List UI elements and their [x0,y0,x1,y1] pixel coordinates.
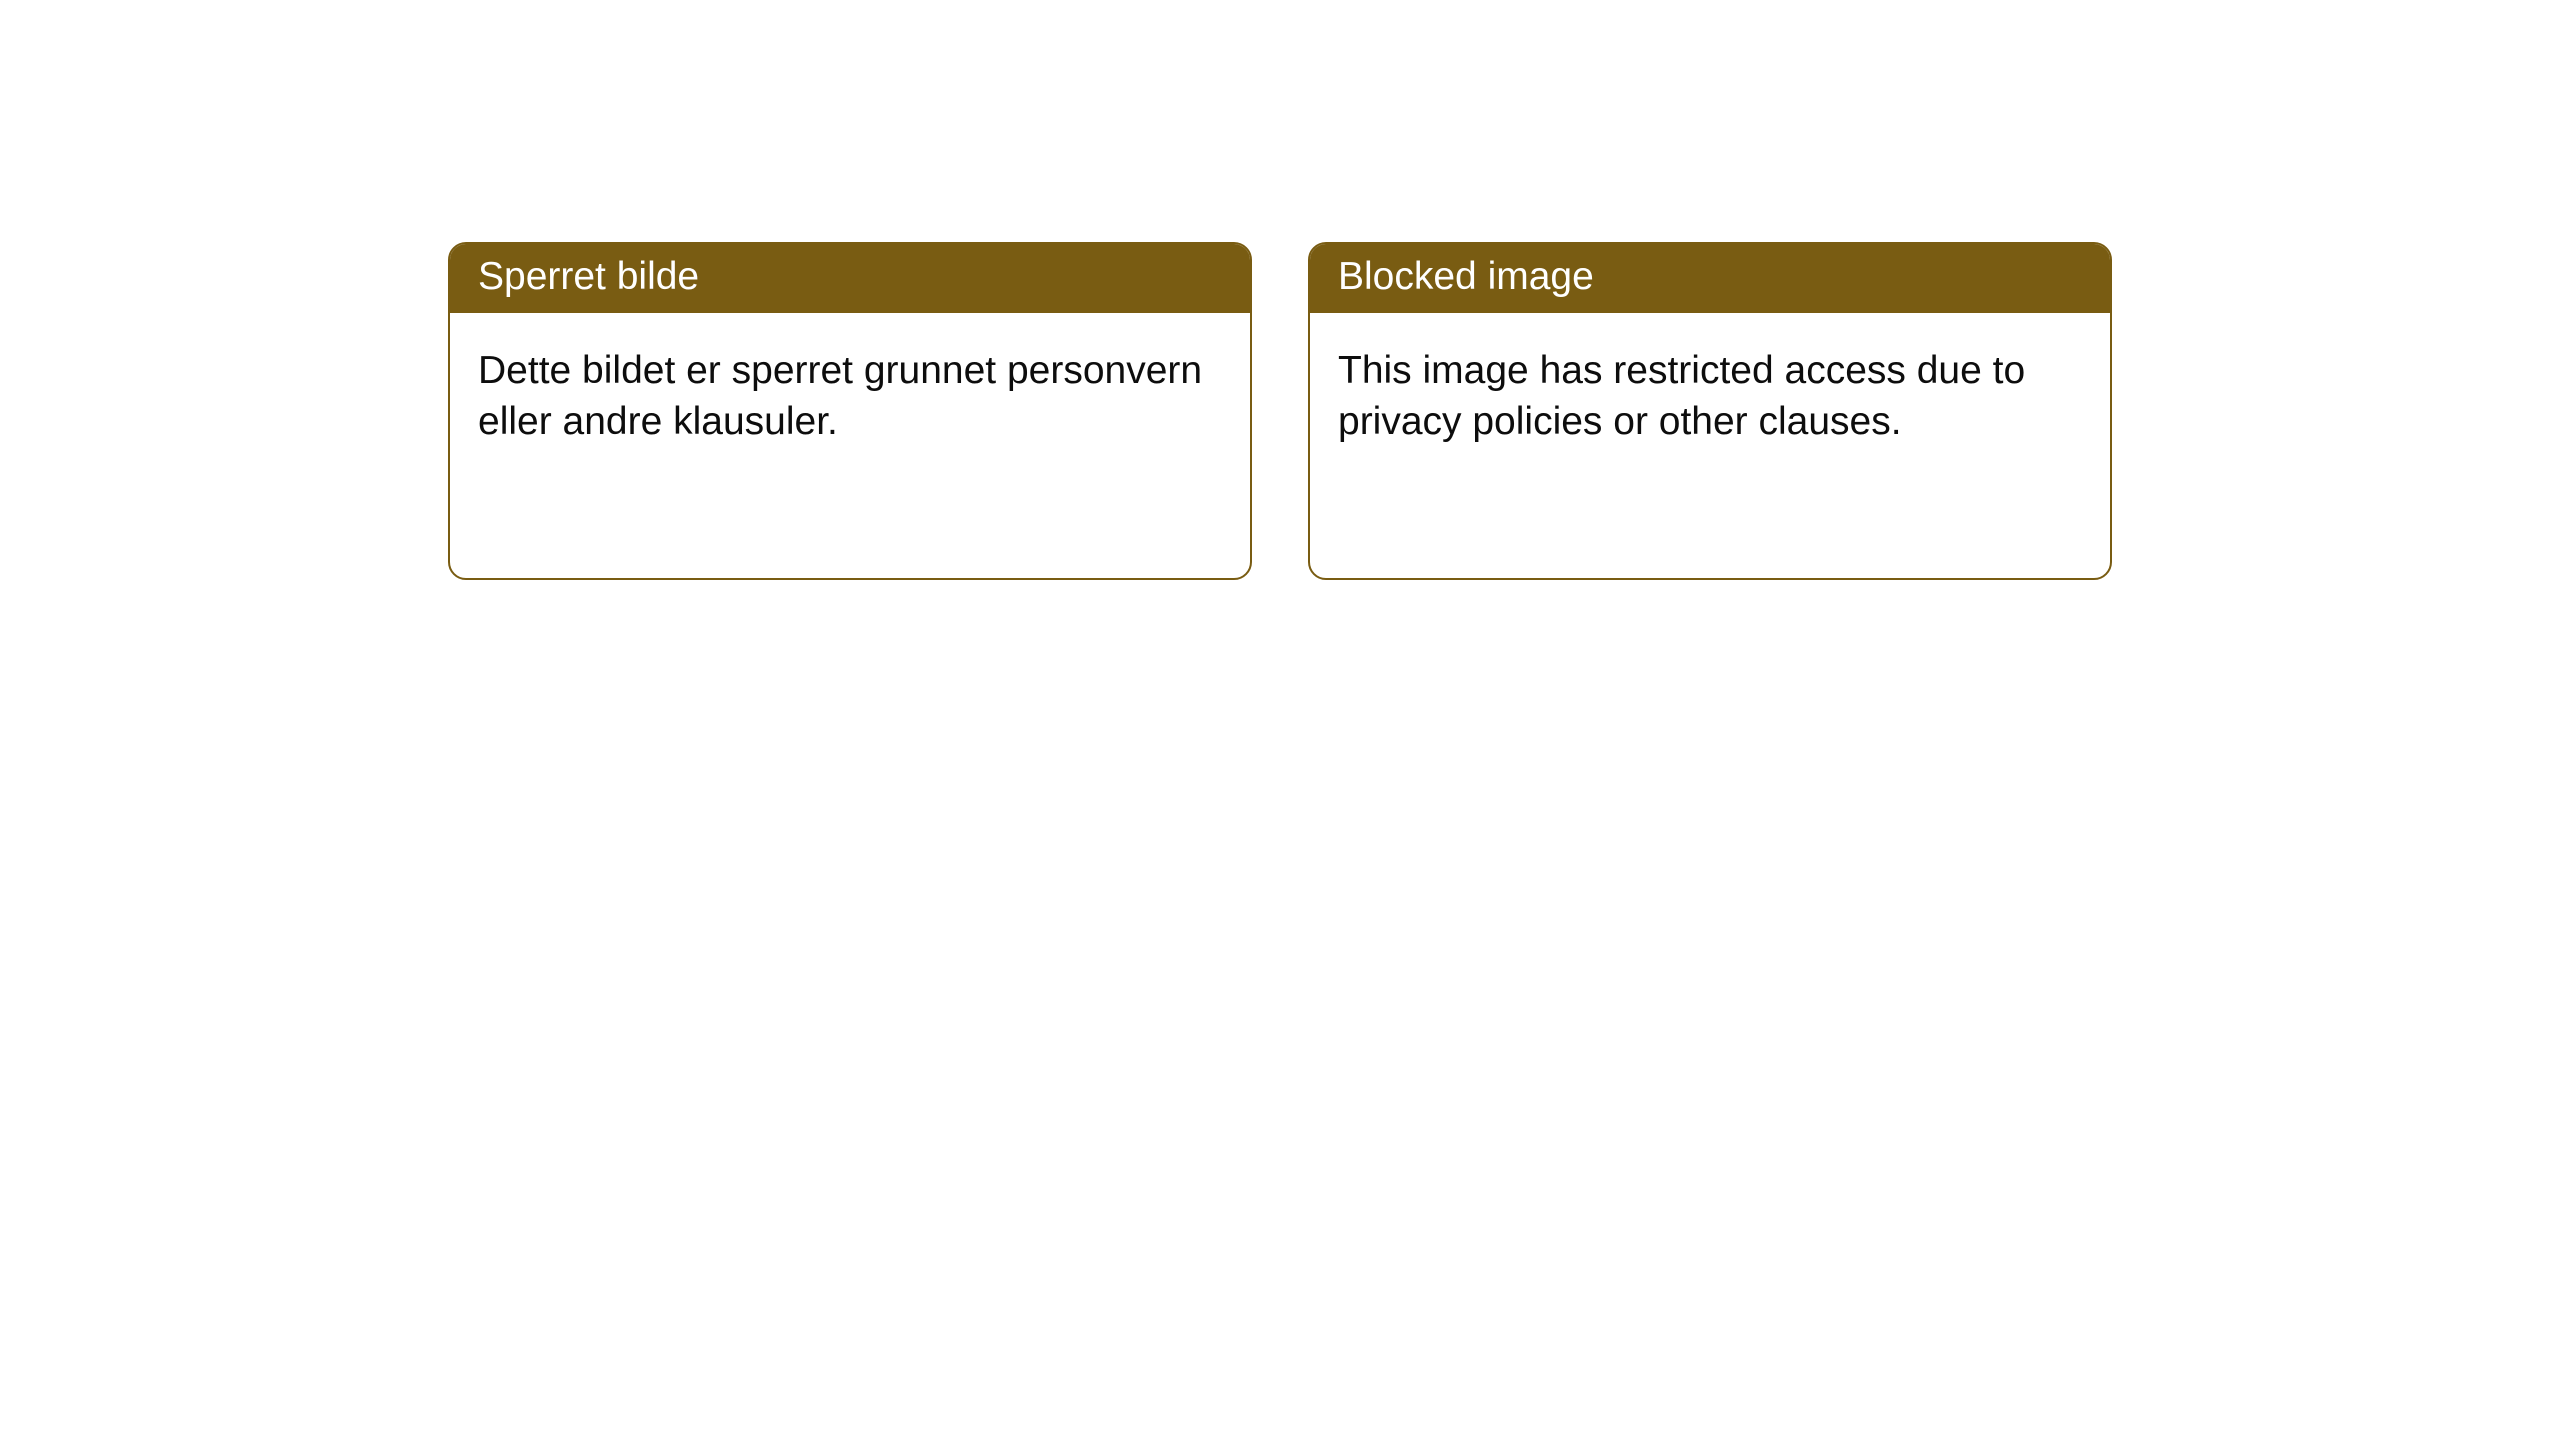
notice-title: Sperret bilde [478,255,699,298]
notice-container: Sperret bilde Dette bildet er sperret gr… [0,0,2560,580]
notice-header: Sperret bilde [450,244,1250,313]
notice-body: This image has restricted access due to … [1310,313,2110,480]
notice-card-norwegian: Sperret bilde Dette bildet er sperret gr… [448,242,1252,580]
notice-card-english: Blocked image This image has restricted … [1308,242,2112,580]
notice-header: Blocked image [1310,244,2110,313]
notice-message: Dette bildet er sperret grunnet personve… [478,349,1202,443]
notice-title: Blocked image [1338,255,1594,298]
notice-message: This image has restricted access due to … [1338,349,2025,443]
notice-body: Dette bildet er sperret grunnet personve… [450,313,1250,480]
